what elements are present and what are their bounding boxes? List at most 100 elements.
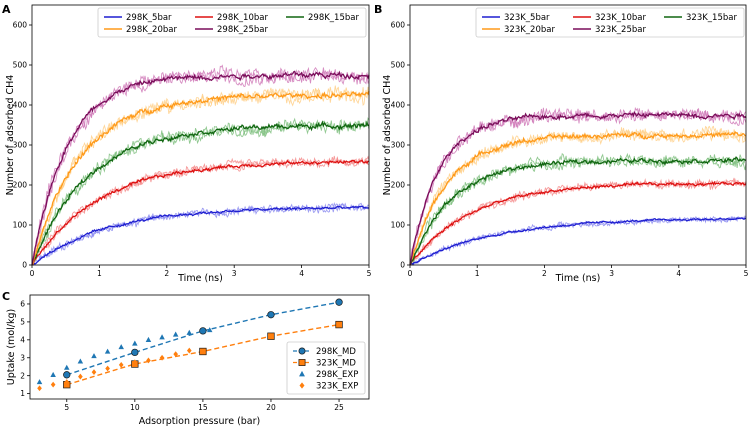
x-tick-label: 1 xyxy=(97,269,102,278)
data-point xyxy=(145,336,152,343)
data-point xyxy=(77,358,84,364)
legend-box xyxy=(286,341,366,395)
legend-label: 298K_10bar xyxy=(217,13,268,23)
data-point xyxy=(131,348,139,357)
legend-label: 323K_15bar xyxy=(686,13,737,23)
data-point xyxy=(118,344,124,350)
x-tick-label: 0 xyxy=(408,269,413,278)
legend-box xyxy=(97,7,367,38)
data-point xyxy=(132,359,138,366)
legend-label: 298K_20bar xyxy=(126,25,177,35)
series-mean-line xyxy=(409,217,747,266)
x-tick-label: 0 xyxy=(30,269,35,278)
series-mean-line xyxy=(31,159,369,266)
legend-label: 298K_5bar xyxy=(126,13,172,23)
x-axis-label: Adsorption pressure (bar) xyxy=(139,416,261,427)
y-tick-label: 0 xyxy=(22,261,27,270)
data-point xyxy=(50,381,56,388)
data-point xyxy=(267,332,275,340)
data-point xyxy=(91,369,97,376)
y-tick-label: 5 xyxy=(20,317,25,326)
x-tick-label: 3 xyxy=(609,269,614,278)
series-replicate-line xyxy=(31,202,370,266)
y-axis-label: Number of adsorbed CH4 xyxy=(382,75,393,196)
x-tick-label: 5 xyxy=(64,403,69,412)
y-tick-label: 200 xyxy=(391,181,406,190)
data-point xyxy=(64,379,70,385)
legend-label: 298K_25bar xyxy=(217,25,268,35)
data-point xyxy=(172,331,179,337)
data-point xyxy=(118,362,124,368)
legend-swatch-marker xyxy=(298,347,306,355)
series-line xyxy=(66,301,340,376)
x-tick-label: 10 xyxy=(130,403,140,412)
panel-b: B 0 1 2 3 4 5 0 100 200 300 400 500 600 Time (ns) Nu… xyxy=(374,3,749,284)
y-tick-label: 400 xyxy=(13,101,28,110)
legend-label: 323K_EXP xyxy=(316,382,358,392)
data-point xyxy=(104,348,111,354)
series-replicate-line xyxy=(31,117,370,266)
panel-letter-b: B xyxy=(374,3,382,16)
y-tick-label: 300 xyxy=(391,141,406,150)
y-tick-label: 1 xyxy=(20,389,25,398)
x-tick-label: 4 xyxy=(299,269,304,278)
legend-label: 298K_MD xyxy=(316,347,356,357)
x-tick-label: 2 xyxy=(164,269,169,278)
y-tick-label: 500 xyxy=(13,61,28,70)
x-tick-label: 4 xyxy=(676,269,681,278)
data-point xyxy=(206,327,213,333)
series-mean-line xyxy=(409,130,746,265)
data-point xyxy=(200,327,206,334)
plot-frame xyxy=(31,4,370,266)
y-tick-label: 3 xyxy=(20,353,25,362)
panel-letter-c: C xyxy=(2,290,10,303)
x-axis-label: Time (ns) xyxy=(555,273,601,284)
x-tick-label: 15 xyxy=(198,403,208,412)
series-replicate-line xyxy=(409,107,747,266)
x-tick-label: 2 xyxy=(542,269,547,278)
legend-box xyxy=(475,7,745,38)
y-axis-label: Uptake (mol/kg) xyxy=(6,309,17,385)
data-point xyxy=(335,320,343,329)
data-point xyxy=(36,379,43,385)
x-tick-label: 25 xyxy=(334,403,344,412)
y-tick-label: 500 xyxy=(391,61,406,70)
series-replicate-line xyxy=(32,117,370,265)
y-tick-label: 4 xyxy=(20,335,25,344)
series-mean-line xyxy=(409,156,747,266)
data-point xyxy=(146,357,151,364)
data-point xyxy=(173,351,178,358)
y-axis-label: Number of adsorbed CH4 xyxy=(5,75,16,196)
y-tick-label: 600 xyxy=(391,21,406,30)
legend-label: 298K_15bar xyxy=(308,13,359,23)
legend-swatch-marker xyxy=(299,382,305,389)
series-mean-line xyxy=(31,120,370,266)
legend-label: 323K_25bar xyxy=(595,25,646,35)
series-mean-line xyxy=(31,90,370,266)
y-tick-label: 2 xyxy=(20,371,25,380)
legend-label: 323K_5bar xyxy=(504,13,550,23)
plot-frame xyxy=(29,294,370,400)
data-point xyxy=(37,385,42,392)
x-tick-label: 5 xyxy=(367,269,372,278)
x-tick-label: 5 xyxy=(744,269,749,278)
data-point xyxy=(91,353,97,359)
panel-a: A 0 1 2 3 4 5 0 100 200 300 400 500 600 Time (ns) Nu… xyxy=(2,3,372,284)
data-point xyxy=(199,347,207,356)
y-tick-label: 6 xyxy=(20,300,25,309)
series-mean-line xyxy=(31,205,370,266)
series-replicate-line xyxy=(31,87,370,266)
data-point xyxy=(335,298,343,306)
y-tick-label: 300 xyxy=(13,141,28,150)
x-tick-label: 1 xyxy=(475,269,480,278)
y-tick-label: 100 xyxy=(391,221,406,230)
data-point xyxy=(159,354,165,361)
y-tick-label: 600 xyxy=(13,21,28,30)
plot-frame xyxy=(409,4,747,266)
panel-letter-a: A xyxy=(2,3,11,16)
data-point xyxy=(63,371,71,379)
data-point xyxy=(186,347,192,354)
series-replicate-line xyxy=(31,85,370,265)
legend-label: 323K_10bar xyxy=(595,13,646,23)
